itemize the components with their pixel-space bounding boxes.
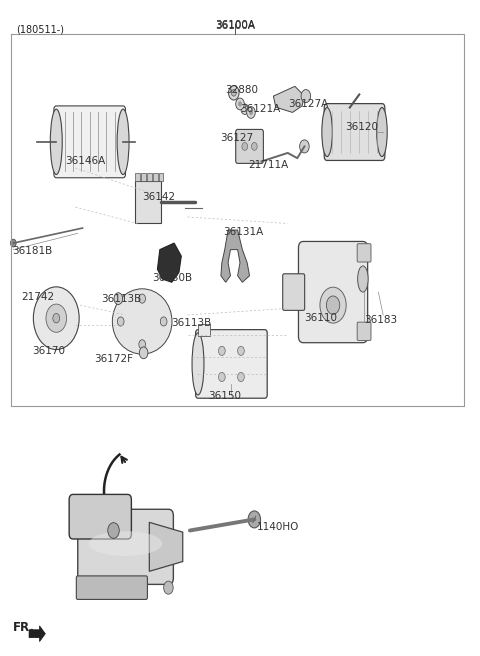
Text: 36142: 36142 <box>142 192 175 202</box>
Ellipse shape <box>228 86 239 100</box>
FancyBboxPatch shape <box>324 104 385 161</box>
FancyBboxPatch shape <box>78 509 173 584</box>
Text: 36110: 36110 <box>304 313 337 323</box>
Bar <box>153 173 157 180</box>
Polygon shape <box>29 626 45 642</box>
Circle shape <box>238 373 244 382</box>
Ellipse shape <box>89 531 162 556</box>
Text: 36127: 36127 <box>220 133 253 143</box>
Circle shape <box>248 511 261 528</box>
Circle shape <box>300 140 309 153</box>
Text: 36181B: 36181B <box>12 246 52 256</box>
Text: 36127A: 36127A <box>288 98 328 108</box>
Text: 36100A: 36100A <box>215 21 255 31</box>
Polygon shape <box>221 230 250 282</box>
FancyBboxPatch shape <box>357 244 371 262</box>
Circle shape <box>139 340 145 349</box>
Polygon shape <box>149 522 183 571</box>
Text: 36170: 36170 <box>33 346 65 356</box>
Ellipse shape <box>192 333 204 395</box>
Text: 36120: 36120 <box>345 122 378 132</box>
Polygon shape <box>274 87 304 112</box>
Circle shape <box>139 294 145 303</box>
Polygon shape <box>157 243 181 282</box>
Circle shape <box>238 101 242 106</box>
Circle shape <box>160 317 167 326</box>
Ellipse shape <box>320 287 346 323</box>
Text: 21711A: 21711A <box>249 160 289 170</box>
Text: 36172F: 36172F <box>95 354 133 363</box>
Text: 32880: 32880 <box>225 85 258 95</box>
Circle shape <box>242 142 248 150</box>
Ellipse shape <box>322 108 332 157</box>
Circle shape <box>218 373 225 382</box>
FancyBboxPatch shape <box>76 576 147 600</box>
Bar <box>198 325 210 336</box>
Bar <box>135 173 140 180</box>
Text: 36146A: 36146A <box>65 156 105 166</box>
FancyBboxPatch shape <box>236 129 264 163</box>
Text: 36183: 36183 <box>364 315 397 325</box>
Ellipse shape <box>34 287 79 350</box>
Circle shape <box>164 581 173 594</box>
Ellipse shape <box>46 304 67 333</box>
Bar <box>141 173 146 180</box>
Ellipse shape <box>377 108 387 157</box>
Text: 36113B: 36113B <box>102 294 142 304</box>
Circle shape <box>218 346 225 356</box>
Circle shape <box>11 239 16 247</box>
Circle shape <box>108 523 119 539</box>
Text: 21742: 21742 <box>22 292 55 302</box>
Text: 36150: 36150 <box>208 392 241 401</box>
FancyBboxPatch shape <box>54 106 125 178</box>
Ellipse shape <box>50 109 62 174</box>
Bar <box>158 173 163 180</box>
Circle shape <box>252 142 257 150</box>
FancyBboxPatch shape <box>69 495 132 539</box>
Ellipse shape <box>117 109 129 174</box>
Bar <box>147 173 152 180</box>
Circle shape <box>301 90 311 102</box>
Ellipse shape <box>241 104 249 114</box>
Ellipse shape <box>326 296 340 314</box>
Circle shape <box>139 347 148 359</box>
Text: 36130B: 36130B <box>152 273 192 283</box>
Ellipse shape <box>112 289 172 354</box>
FancyBboxPatch shape <box>283 274 305 310</box>
Text: FR.: FR. <box>13 621 36 634</box>
FancyBboxPatch shape <box>196 329 267 398</box>
Circle shape <box>114 293 122 304</box>
Circle shape <box>238 346 244 356</box>
Text: 36131A: 36131A <box>223 226 264 237</box>
Text: 36100A: 36100A <box>215 20 255 30</box>
FancyBboxPatch shape <box>299 241 368 342</box>
Text: (180511-): (180511-) <box>16 24 64 34</box>
FancyBboxPatch shape <box>357 322 371 340</box>
Text: 36113B: 36113B <box>171 318 211 328</box>
Text: 36121A: 36121A <box>240 104 280 113</box>
Circle shape <box>249 110 253 115</box>
Bar <box>135 180 161 223</box>
Circle shape <box>247 106 255 118</box>
Circle shape <box>236 98 244 110</box>
Ellipse shape <box>358 266 368 292</box>
Text: 1140HO: 1140HO <box>257 522 299 532</box>
Ellipse shape <box>53 314 60 323</box>
Circle shape <box>117 317 124 326</box>
Ellipse shape <box>231 90 236 96</box>
